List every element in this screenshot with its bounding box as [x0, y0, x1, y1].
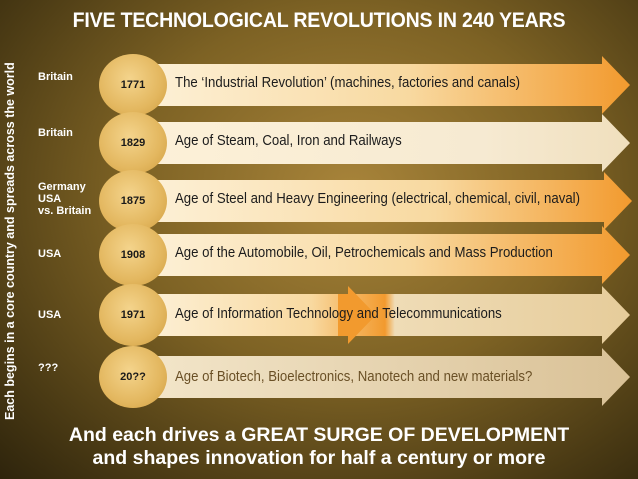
year-circle: 1908 — [99, 224, 167, 286]
arrow-1908 — [140, 226, 630, 284]
arrow-1829 — [140, 114, 630, 172]
country-label: ??? — [38, 362, 59, 374]
year-circle: 20?? — [99, 346, 167, 408]
revolution-label: Age of Information Technology and Teleco… — [175, 305, 502, 322]
country-label: Germany USA vs. Britain — [38, 181, 92, 217]
revolution-label: Age of Steam, Coal, Iron and Railways — [175, 132, 402, 149]
country-label: USA — [38, 248, 62, 260]
country-label: USA — [38, 309, 62, 321]
year-circle: 1875 — [99, 170, 167, 232]
country-label: Britain — [38, 127, 73, 139]
arrow-1971 — [140, 286, 630, 344]
arrow-20xx — [140, 348, 630, 406]
footer-line-2: and shapes innovation for half a century… — [92, 447, 546, 469]
revolution-label: Age of the Automobile, Oil, Petrochemica… — [175, 244, 553, 261]
country-label: Britain — [38, 71, 73, 83]
arrow-1875 — [140, 172, 632, 230]
footer-line-1: And each drives a GREAT SURGE OF DEVELOP… — [68, 424, 570, 446]
arrow-1771 — [140, 56, 630, 114]
year-circle: 1971 — [99, 284, 167, 346]
revolution-label: The ‘Industrial Revolution’ (machines, f… — [175, 74, 521, 91]
year-circle: 1771 — [99, 54, 167, 116]
revolution-label: Age of Biotech, Bioelectronics, Nanotech… — [175, 368, 533, 385]
side-label: Each begins in a core country and spread… — [3, 62, 17, 420]
page-title: FIVE TECHNOLOGICAL REVOLUTIONS IN 240 YE… — [72, 9, 566, 32]
year-circle: 1829 — [99, 112, 167, 174]
revolution-label: Age of Steel and Heavy Engineering (elec… — [175, 190, 581, 207]
